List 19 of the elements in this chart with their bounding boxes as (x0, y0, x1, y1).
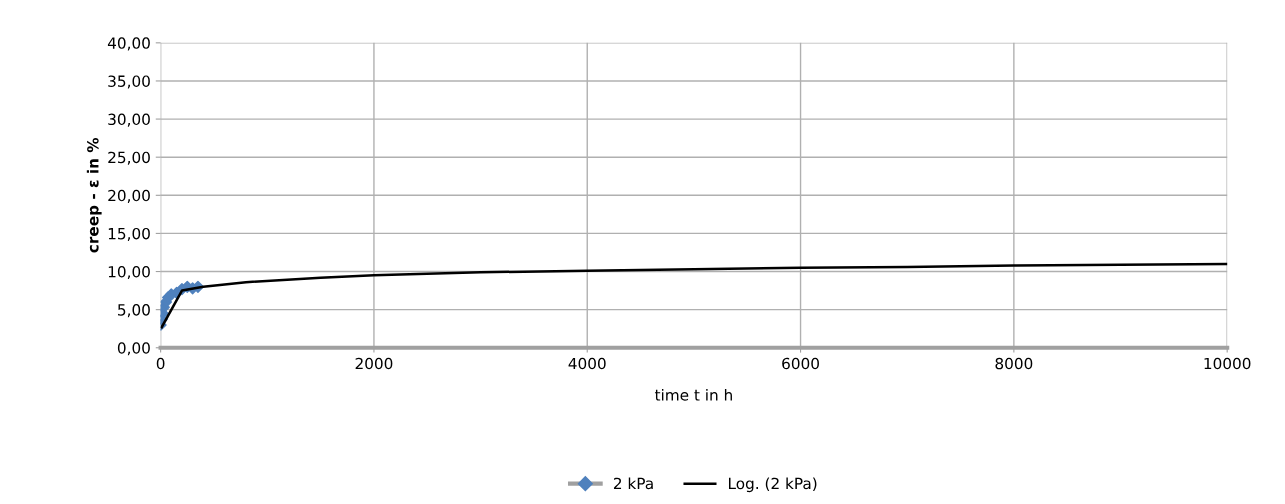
y-tick-label: 0,00 (117, 342, 150, 356)
y-tick-label: 30,00 (108, 113, 150, 127)
y-tick-label: 20,00 (108, 189, 150, 203)
x-tick-label: 0 (156, 357, 165, 370)
y-tick-label: 40,00 (107, 37, 150, 51)
y-tick-label: 35,00 (108, 75, 150, 89)
y-tick-label: 25,00 (108, 151, 150, 165)
x-axis-title: time t in h (654, 388, 732, 401)
y-tick-label: 15,00 (108, 227, 150, 241)
legend-label: 2 kPa (613, 477, 653, 490)
y-tick-label: 5,00 (118, 304, 150, 318)
y-axis-title: creep - ε in % (86, 137, 102, 253)
x-tick-label: 4000 (568, 357, 606, 370)
x-tick-label: 10000 (1204, 357, 1251, 370)
x-tick-label: 8000 (995, 357, 1033, 370)
x-tick-label: 6000 (782, 357, 819, 370)
x-tick-label: 2000 (355, 357, 393, 370)
y-tick-label: 10,00 (108, 266, 150, 280)
legend-label: Log. (2 kPa) (728, 477, 817, 493)
